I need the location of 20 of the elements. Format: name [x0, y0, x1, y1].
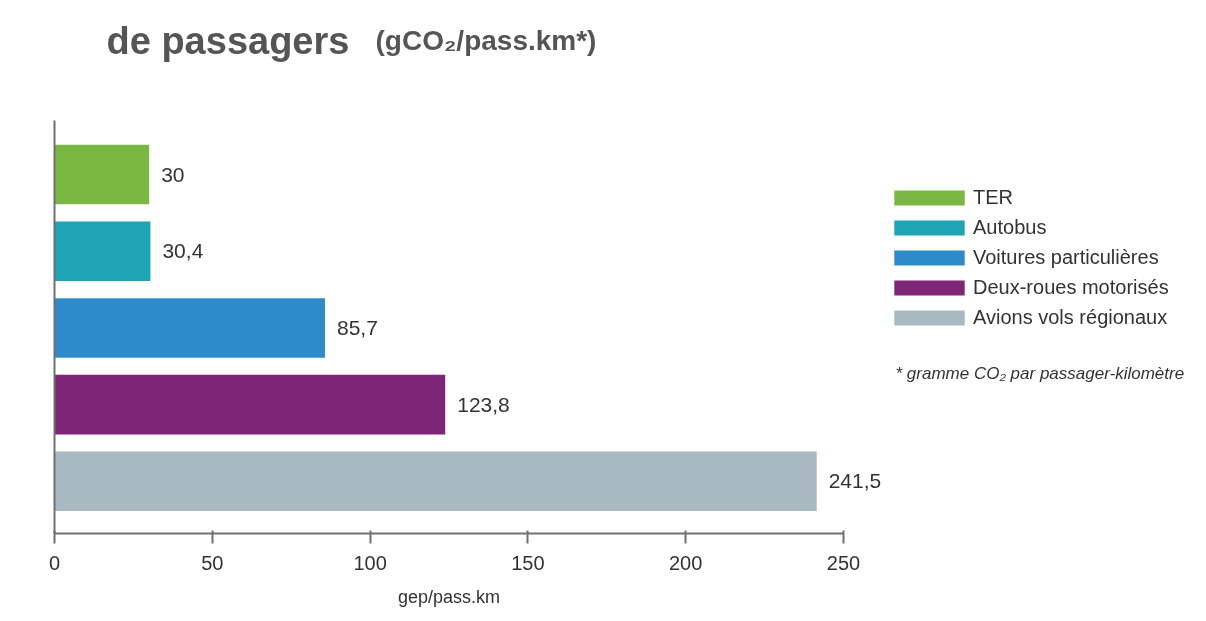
chart-title: de passagers	[106, 19, 350, 62]
legend-label: Voitures particulières	[973, 246, 1159, 269]
text: * gramme CO₂ par passager-kilomètre	[895, 364, 1185, 383]
legend-label: Autobus	[973, 216, 1047, 239]
x-tick-label: 50	[201, 551, 224, 574]
data-label: 30	[161, 162, 185, 186]
legend-label: Avions vols régionaux	[973, 306, 1168, 329]
data-label: 85,7	[336, 315, 378, 339]
data-label: 241,5	[828, 469, 882, 493]
legend-label: TER	[973, 186, 1013, 209]
data-label: 30,4	[162, 239, 204, 263]
x-tick-label: 0	[48, 551, 61, 574]
x-tick-label: 150	[511, 551, 545, 574]
chart-subtitle: (gCO₂/pass.km*)	[375, 25, 597, 56]
x-tick-label: 250	[826, 551, 861, 574]
x-tick-label: 200	[669, 551, 703, 574]
x-axis-title: gep/pass.km	[398, 586, 501, 607]
legend-label: Deux-roues motorisés	[973, 276, 1169, 299]
data-label: 123,8	[457, 392, 510, 416]
x-tick-label: 100	[353, 551, 387, 574]
